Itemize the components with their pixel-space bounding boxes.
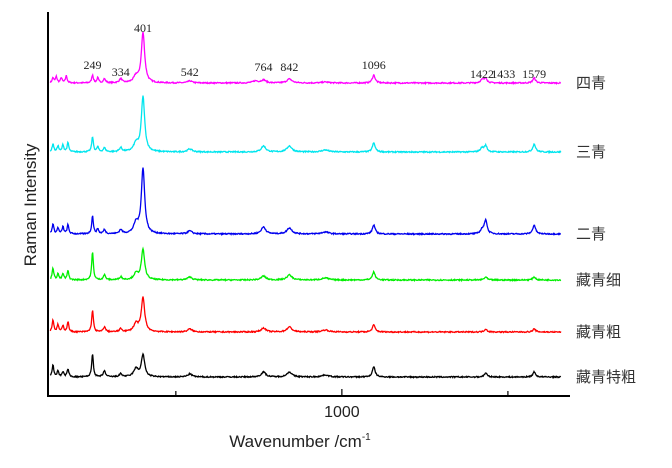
- series-label: 二青: [576, 225, 606, 243]
- peak-label: 334: [112, 65, 130, 79]
- x-axis-label: Wavenumber /cm-1: [229, 432, 371, 451]
- series-line-4: [49, 296, 562, 334]
- series-label: 三青: [576, 143, 606, 161]
- series-line-0: [49, 31, 562, 86]
- series-line-1: [49, 95, 562, 155]
- x-tick-label: 1000: [324, 404, 360, 421]
- series-line-5: [49, 352, 562, 379]
- series-label: 藏青细: [576, 271, 621, 289]
- series-layer: [49, 31, 562, 379]
- y-axis-label: Raman Intensity: [21, 143, 40, 266]
- peak-label: 1433: [491, 67, 515, 81]
- peak-label: 1422: [470, 67, 494, 81]
- series-line-2: [49, 167, 561, 237]
- series-label: 藏青特粗: [576, 368, 636, 386]
- peak-label: 842: [280, 60, 298, 74]
- peak-label: 1579: [522, 67, 546, 81]
- series-label: 四青: [576, 74, 606, 92]
- peak-label: 1096: [362, 58, 386, 72]
- series-label: 藏青粗: [576, 323, 621, 341]
- x-axis-label-text: Wavenumber /cm: [229, 432, 362, 451]
- peak-label: 542: [181, 65, 199, 79]
- x-ticks: 1000: [175, 389, 509, 421]
- peak-label: 249: [83, 58, 101, 72]
- x-axis-label-sup: -1: [362, 432, 371, 443]
- series-line-3: [50, 246, 562, 283]
- peak-label: 764: [255, 60, 273, 74]
- peak-label: 401: [134, 21, 152, 35]
